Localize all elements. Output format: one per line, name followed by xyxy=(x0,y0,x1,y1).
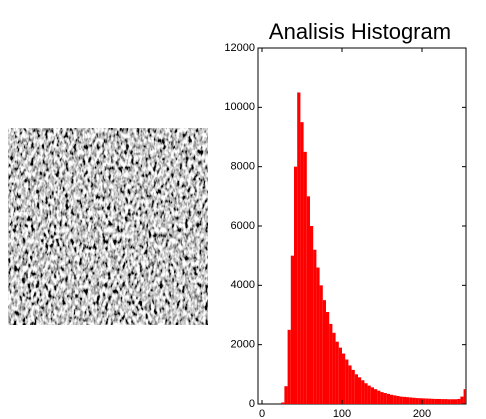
y-tick-label: 6000 xyxy=(231,220,255,232)
x-tick-label: 100 xyxy=(333,408,351,419)
bar xyxy=(300,122,304,405)
bar xyxy=(303,151,307,404)
bar xyxy=(390,394,394,404)
bar xyxy=(438,398,442,404)
x-tick-label: 0 xyxy=(259,408,265,419)
bar xyxy=(374,389,378,404)
bar xyxy=(342,353,346,404)
bar xyxy=(367,385,371,404)
bar xyxy=(399,396,403,404)
bar xyxy=(322,300,326,404)
bar xyxy=(297,92,301,404)
bar xyxy=(345,359,349,404)
bar xyxy=(412,397,416,404)
y-tick-label: 0 xyxy=(249,398,255,410)
bar xyxy=(428,398,432,404)
bar xyxy=(380,392,384,404)
bar xyxy=(393,395,397,404)
bar xyxy=(335,341,339,404)
bar xyxy=(332,332,336,404)
bar xyxy=(409,397,413,404)
y-tick-label: 8000 xyxy=(231,161,255,173)
bar xyxy=(441,399,445,404)
bar xyxy=(310,226,314,404)
bar xyxy=(361,380,365,404)
bar xyxy=(313,249,317,404)
bar xyxy=(386,393,390,404)
bar xyxy=(450,399,454,404)
bar xyxy=(329,323,333,404)
y-tick-label: 10000 xyxy=(224,101,255,113)
plot xyxy=(281,92,466,405)
bar xyxy=(383,393,387,404)
bar xyxy=(326,312,330,404)
bar xyxy=(281,402,285,404)
bar xyxy=(444,399,448,404)
bar xyxy=(431,398,435,404)
bar xyxy=(447,399,451,404)
bar xyxy=(402,396,406,404)
bar xyxy=(354,374,358,404)
bar xyxy=(457,398,461,404)
bar xyxy=(306,196,310,404)
bar xyxy=(415,398,419,404)
bar xyxy=(422,398,426,404)
bar xyxy=(316,267,320,404)
y-tick-label: 4000 xyxy=(231,279,255,291)
bar xyxy=(454,399,458,404)
bar xyxy=(290,255,294,404)
bar xyxy=(358,377,362,404)
bar xyxy=(364,383,368,404)
bar xyxy=(434,398,438,404)
bar xyxy=(460,396,464,404)
bar xyxy=(319,285,323,404)
bar xyxy=(287,329,291,404)
bar xyxy=(294,166,298,404)
y-tick-label: 2000 xyxy=(231,339,255,351)
bar xyxy=(396,395,400,404)
x-tick-label: 200 xyxy=(413,408,431,419)
texture-image xyxy=(8,128,208,325)
bar xyxy=(370,387,374,404)
bar xyxy=(338,347,342,404)
bar xyxy=(377,390,381,404)
bar xyxy=(463,389,466,404)
bar xyxy=(348,365,352,404)
bar xyxy=(418,398,422,404)
bar xyxy=(351,369,355,404)
chart-title: Analisis Histogram xyxy=(269,19,451,44)
bar xyxy=(284,386,288,404)
bar xyxy=(406,397,410,404)
y-tick-label: 12000 xyxy=(224,42,255,54)
bar xyxy=(425,398,429,404)
